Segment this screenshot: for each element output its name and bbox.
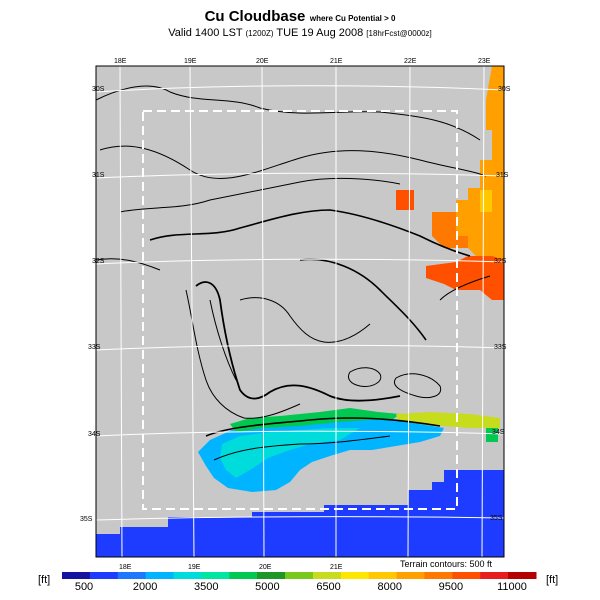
ocean-area bbox=[96, 470, 504, 557]
lat-label-left: 30S bbox=[92, 86, 105, 93]
colorbar-swatch bbox=[257, 572, 286, 579]
lat-lon-grid bbox=[95, 65, 505, 558]
lat-label-left: 33S bbox=[88, 344, 101, 351]
lon-label-bottom: 21E bbox=[330, 564, 343, 571]
colorbar-label: 9500 bbox=[438, 581, 464, 593]
terrain-note: Terrain contours: 500 ft bbox=[400, 559, 493, 569]
lon-label-top: 18E bbox=[114, 58, 127, 65]
lon-label-top: 23E bbox=[478, 58, 491, 65]
colorbar-label: 500 bbox=[74, 581, 94, 593]
forecast-date: TUE 19 Aug 2008 bbox=[276, 27, 364, 39]
colorbar-swatch bbox=[285, 572, 314, 579]
colorbar-swatch bbox=[396, 572, 425, 579]
colorbar-swatch bbox=[62, 572, 91, 579]
colorbar-label: 3500 bbox=[194, 581, 219, 593]
colorbar-swatch bbox=[340, 572, 370, 579]
title-main: Cu Cloudbase bbox=[204, 8, 306, 25]
colorbar-swatch bbox=[368, 572, 398, 579]
lat-label-left: 34S bbox=[88, 431, 101, 438]
map-frame bbox=[95, 65, 505, 558]
cloudbase-east-red bbox=[426, 256, 504, 300]
inner-domain-box bbox=[142, 110, 458, 510]
cloudbase-east-orange-mid bbox=[432, 212, 468, 248]
lon-label-top: 22E bbox=[404, 58, 417, 65]
lat-label-right: 35S bbox=[490, 515, 503, 522]
colorbar-labels: 500 2000 3500 5000 6500 8000 9500 11000 bbox=[0, 581, 600, 595]
map-subtitle: Valid 1400 LST (1200Z) TUE 19 Aug 2008 [… bbox=[0, 27, 600, 40]
terrain-contours bbox=[95, 85, 491, 461]
cloudbase-band-mid bbox=[220, 428, 360, 478]
colorbar-label: 2000 bbox=[132, 581, 158, 593]
cloudbase-cell-isolated bbox=[396, 190, 414, 210]
forecast-run: [18hrFcst@0000z] bbox=[366, 29, 432, 38]
lat-label-left: 31S bbox=[92, 172, 105, 179]
lat-label-right: 32S bbox=[494, 258, 507, 265]
lon-label-top: 19E bbox=[184, 58, 197, 65]
lon-label-bottom: 18E bbox=[119, 564, 132, 571]
colorbar-swatch bbox=[117, 572, 147, 579]
colorbar-swatch bbox=[229, 572, 258, 579]
cloudbase-east-yellow bbox=[480, 190, 492, 212]
lat-label-left: 32S bbox=[92, 258, 105, 265]
colorbar-swatch bbox=[452, 572, 481, 579]
lat-label-right: 33S bbox=[494, 344, 507, 351]
colorbar-label: 11000 bbox=[497, 581, 527, 593]
colorbar-label: 5000 bbox=[255, 581, 280, 593]
lat-label-right: 34S bbox=[492, 429, 505, 436]
lon-label-top: 21E bbox=[330, 58, 343, 65]
valid-code: (1200Z) bbox=[245, 29, 274, 38]
lon-label-bottom: 20E bbox=[259, 564, 272, 571]
colorbar-swatch bbox=[508, 572, 537, 579]
cloudbase-cell-east bbox=[486, 428, 498, 442]
unit-left: [ft] bbox=[38, 574, 51, 586]
unit-right: [ft] bbox=[546, 574, 559, 586]
colorbar-swatch bbox=[480, 572, 509, 579]
colorbar-swatch bbox=[89, 572, 119, 579]
map-title: Cu Cloudbase where Cu Potential > 0 bbox=[0, 9, 600, 27]
valid-time: Valid 1400 LST bbox=[168, 27, 243, 39]
colorbar-swatch bbox=[145, 572, 175, 579]
title-suffix: where Cu Potential > 0 bbox=[309, 14, 396, 23]
land-area bbox=[96, 66, 504, 557]
colorbar-swatch bbox=[312, 572, 342, 579]
lat-label-right: 31S bbox=[496, 172, 509, 179]
lat-label-right: 30S bbox=[498, 86, 511, 93]
lon-label-bottom: 19E bbox=[188, 564, 201, 571]
colorbar-swatch bbox=[424, 572, 453, 579]
colorbar bbox=[62, 572, 537, 579]
colorbar-swatch bbox=[201, 572, 230, 579]
lat-label-left: 35S bbox=[80, 516, 93, 523]
lon-label-top: 20E bbox=[256, 58, 269, 65]
colorbar-label: 6500 bbox=[316, 581, 341, 593]
colorbar-label: 8000 bbox=[377, 581, 402, 593]
colorbar-swatch bbox=[173, 572, 202, 579]
